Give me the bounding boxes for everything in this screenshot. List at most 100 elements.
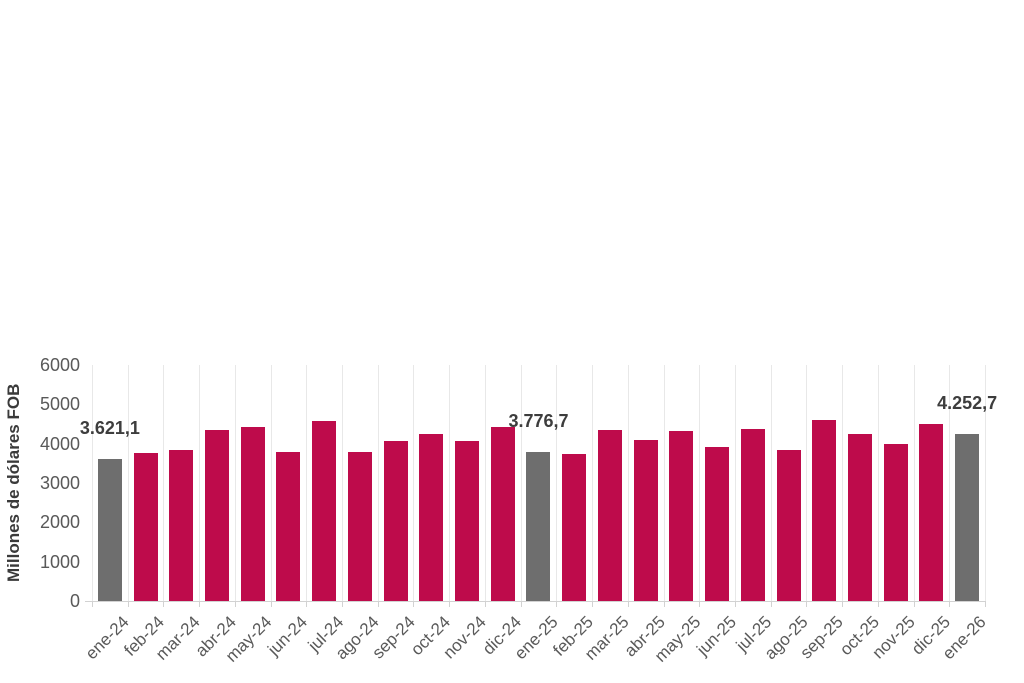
bar-value-label-ene-24: 3.621,1 bbox=[79, 417, 140, 438]
bar-slot: dic-25 bbox=[908, 365, 954, 658]
gridline bbox=[270, 365, 272, 601]
bar-sep-24[interactable] bbox=[383, 441, 408, 601]
x-axis-tick bbox=[699, 601, 701, 607]
y-tick-label: 5000 bbox=[39, 394, 80, 415]
bar-slot: mar-25 bbox=[581, 365, 633, 664]
bar-slot: jun-25 bbox=[693, 365, 740, 659]
bar-ago-24[interactable] bbox=[347, 452, 372, 601]
gridline bbox=[163, 365, 165, 601]
bar-dic-24[interactable] bbox=[490, 426, 515, 601]
bar-abr-25[interactable] bbox=[633, 440, 658, 601]
bar-jul-24[interactable] bbox=[312, 421, 337, 601]
y-tick-label: 3000 bbox=[39, 473, 80, 493]
bar-sep-25[interactable] bbox=[812, 419, 837, 601]
gridline bbox=[413, 365, 415, 601]
bar-jul-25[interactable] bbox=[740, 428, 765, 601]
gridline bbox=[627, 365, 629, 601]
x-axis-tick bbox=[734, 601, 736, 607]
x-axis-tick bbox=[770, 601, 772, 607]
x-axis-label-jun-25: jun-25 bbox=[692, 612, 740, 660]
bar-may-25[interactable] bbox=[669, 431, 694, 601]
x-axis-tick bbox=[627, 601, 629, 607]
gridline bbox=[842, 365, 844, 601]
bar-dic-25[interactable] bbox=[919, 423, 944, 601]
x-axis-tick bbox=[199, 601, 201, 607]
gridline bbox=[484, 365, 486, 601]
y-tick-label: 1000 bbox=[39, 551, 80, 572]
y-tick-label: 6000 bbox=[39, 355, 80, 375]
bar-ago-25[interactable] bbox=[776, 450, 801, 601]
bar-slot: 3.776,7 ene-25 bbox=[508, 365, 568, 663]
x-axis-tick bbox=[806, 601, 808, 607]
bar-may-24[interactable] bbox=[240, 426, 265, 601]
x-axis-tick bbox=[949, 601, 951, 607]
bar-slot: sep-25 bbox=[797, 365, 847, 662]
x-axis-tick bbox=[842, 601, 844, 607]
plot-area: 3.621,1 ene-24 feb-24 mar-24 abr-24 may-24 jun… bbox=[80, 365, 997, 666]
bar-oct-24[interactable] bbox=[419, 433, 444, 601]
gridline bbox=[199, 365, 201, 601]
gridline bbox=[699, 365, 701, 601]
gridline bbox=[592, 365, 594, 601]
gridline bbox=[449, 365, 451, 601]
y-tick-label: 0 bbox=[69, 591, 80, 611]
gridline bbox=[734, 365, 736, 601]
bar-value-label-ene-25: 3.776,7 bbox=[508, 411, 569, 432]
gridline bbox=[806, 365, 808, 601]
x-axis-tick bbox=[234, 601, 236, 607]
bar-jun-25[interactable] bbox=[705, 447, 730, 601]
bar-ene-25[interactable] bbox=[526, 452, 551, 601]
gridline bbox=[770, 365, 772, 601]
bar-mar-24[interactable] bbox=[169, 450, 194, 601]
y-tick-label: 2000 bbox=[39, 512, 80, 533]
x-axis-tick bbox=[556, 601, 558, 607]
gridline bbox=[92, 365, 93, 601]
bar-ene-26[interactable] bbox=[955, 433, 980, 601]
bar-abr-24[interactable] bbox=[205, 429, 230, 601]
bar-slot: jul-24 bbox=[304, 365, 347, 655]
bar-nov-24[interactable] bbox=[455, 440, 480, 601]
x-axis-tick bbox=[413, 601, 415, 607]
bar-slot: jun-24 bbox=[264, 365, 311, 659]
gridline bbox=[556, 365, 558, 601]
bar-value-label-ene-26: 4.252,7 bbox=[937, 392, 998, 413]
bar-slot: feb-25 bbox=[549, 365, 597, 660]
gridline bbox=[949, 365, 951, 601]
bar-mar-25[interactable] bbox=[597, 429, 622, 601]
gridline bbox=[520, 365, 522, 601]
x-axis-tick bbox=[342, 601, 344, 607]
bar-slot: nov-24 bbox=[440, 365, 490, 662]
x-axis-tick bbox=[520, 601, 522, 607]
x-axis-tick bbox=[163, 601, 165, 607]
bar-slot: feb-24 bbox=[121, 365, 168, 660]
bar-oct-25[interactable] bbox=[847, 433, 872, 601]
bar-slot: abr-25 bbox=[620, 365, 668, 660]
bar-slot: oct-24 bbox=[407, 365, 454, 659]
x-axis-tick bbox=[449, 601, 451, 607]
gridline bbox=[377, 365, 379, 601]
bar-nov-25[interactable] bbox=[883, 444, 908, 601]
x-axis-tick bbox=[92, 601, 93, 607]
x-axis-tick bbox=[127, 601, 129, 607]
bar-feb-24[interactable] bbox=[133, 453, 158, 601]
bar-ene-24[interactable] bbox=[97, 458, 122, 601]
gridline bbox=[913, 365, 915, 601]
x-axis-tick bbox=[377, 601, 379, 607]
x-axis-tick bbox=[270, 601, 272, 607]
x-axis-tick bbox=[592, 601, 594, 607]
x-axis-line bbox=[85, 601, 985, 602]
bar-feb-25[interactable] bbox=[562, 453, 587, 601]
bar-slot: nov-25 bbox=[868, 365, 918, 662]
bar-slot: ago-24 bbox=[332, 365, 383, 663]
gridline bbox=[127, 365, 129, 601]
x-axis-tick bbox=[484, 601, 486, 607]
y-tick-label: 4000 bbox=[39, 433, 80, 454]
x-axis-label-jun-24: jun-24 bbox=[264, 612, 312, 660]
gridline bbox=[985, 365, 986, 601]
gridline bbox=[342, 365, 344, 601]
x-axis-tick bbox=[877, 601, 879, 607]
x-axis-tick bbox=[985, 601, 986, 607]
bar-jun-24[interactable] bbox=[276, 451, 301, 601]
x-axis-tick bbox=[913, 601, 915, 607]
